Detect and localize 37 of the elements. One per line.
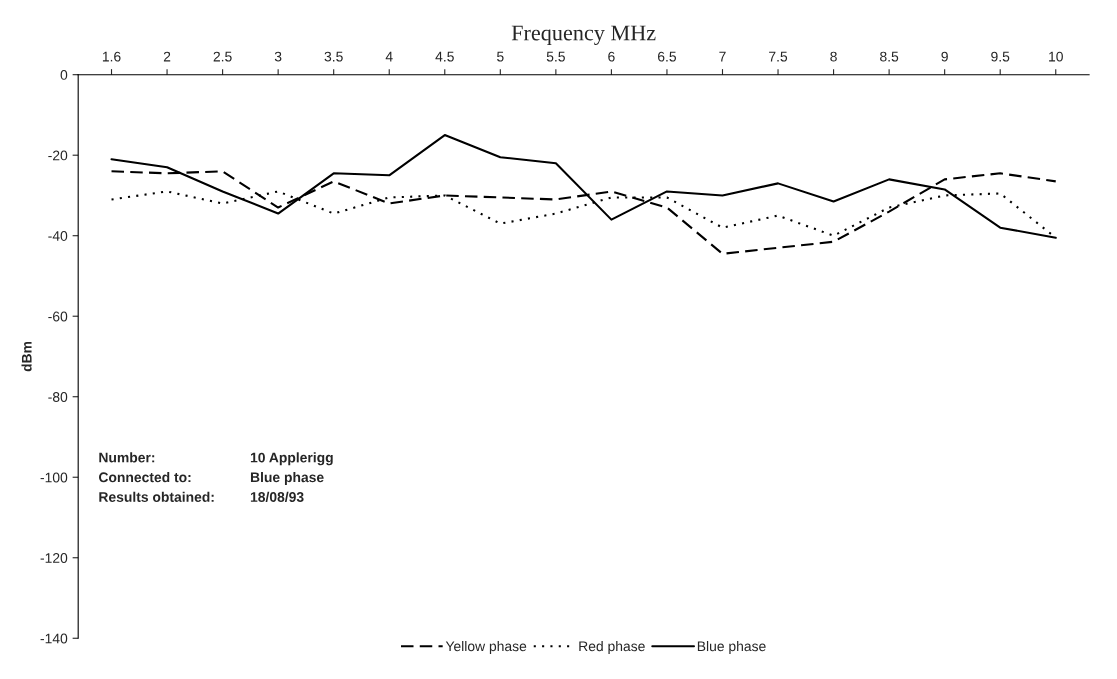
x-tick-label: 10 — [1049, 51, 1063, 62]
annotation: Number: — [99, 452, 155, 463]
x-tick-label: 5 — [497, 51, 504, 62]
x-tick-label: 6.5 — [658, 51, 677, 62]
x-tick-label: 3 — [274, 51, 282, 62]
y-tick-label: -20 — [48, 150, 68, 161]
y-tick-label: -100 — [40, 472, 68, 483]
y-tick-label: -40 — [48, 231, 68, 241]
x-axis-title: Frequency MHz — [511, 25, 656, 46]
x-tick-label: 6 — [608, 51, 615, 62]
y-axis-title: dBm — [21, 341, 32, 372]
x-tick-label: 8 — [830, 51, 837, 62]
x-tick-label: 2 — [163, 51, 171, 62]
x-tick-label: 9 — [941, 51, 948, 62]
x-tick-label: 3.5 — [324, 51, 343, 62]
x-tick-label: 4.5 — [435, 51, 454, 62]
annotation: Connected to: — [98, 472, 191, 483]
x-tick-label: 7 — [719, 51, 726, 62]
x-tick-label: 9.5 — [991, 51, 1010, 62]
y-tick-label: -120 — [40, 553, 68, 563]
x-tick-label: 2.5 — [213, 51, 232, 62]
legend-label: Red phase — [579, 640, 645, 654]
y-tick-label: -60 — [48, 311, 68, 322]
annotation: 18/08/93 — [250, 491, 304, 503]
y-tick-label: -140 — [40, 633, 68, 644]
annotation: Results obtained: — [99, 491, 214, 502]
y-tick-label: 0 — [60, 70, 68, 80]
legend-label: Blue phase — [697, 640, 766, 654]
legend-label: Yellow phase — [445, 640, 527, 654]
x-tick-label: 7.5 — [769, 51, 788, 62]
x-tick-label: 5.5 — [546, 51, 565, 62]
annotation: 10 Applerigg — [250, 452, 333, 466]
x-tick-label: 4 — [385, 51, 393, 62]
annotation: Blue phase — [250, 472, 324, 485]
x-tick-label: 1.6 — [102, 51, 121, 62]
x-tick-label: 8.5 — [880, 51, 899, 62]
y-tick-label: -80 — [48, 392, 68, 402]
